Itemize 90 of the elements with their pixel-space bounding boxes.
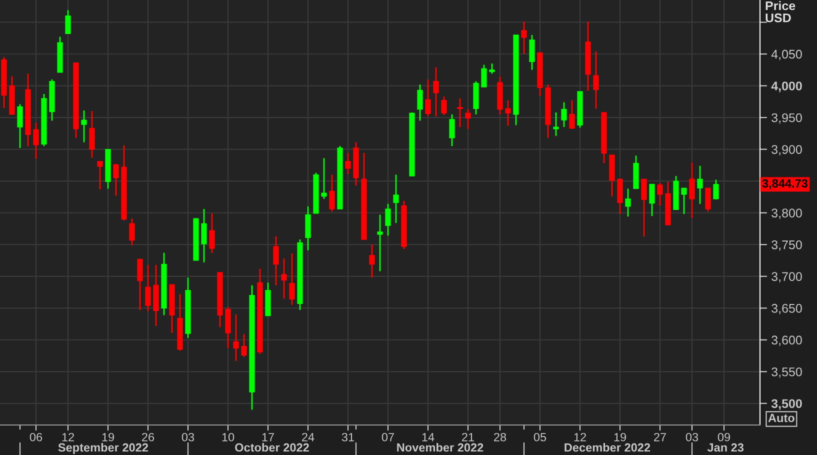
candlestick (385, 203, 391, 236)
candlestick (281, 258, 287, 300)
y-tick-label: 3,800 (772, 208, 802, 219)
text: December 2022 (564, 442, 650, 452)
x-tick-label: 19 (614, 432, 626, 442)
x-tick-label: 12 (62, 432, 74, 442)
candlestick (617, 178, 623, 215)
y-tick-label: 4,050 (771, 50, 802, 60)
candlestick (465, 108, 471, 130)
candlestick (145, 264, 151, 312)
candlestick (521, 20, 527, 55)
y-tick-label: 3,550 (772, 367, 802, 378)
x-tick-label: 28 (494, 432, 506, 442)
candlestick (241, 333, 247, 358)
candlestick (593, 50, 599, 110)
y-tick-label: 3,900 (772, 145, 802, 156)
y-tick-label: 3,700 (772, 272, 802, 282)
candlestick (89, 110, 95, 158)
x-tick-label: 06 (30, 432, 42, 442)
candlestick (17, 103, 23, 149)
y-tick-label: 3,650 (772, 304, 802, 314)
x-tick-label: 14 (422, 433, 434, 442)
candlestick (289, 252, 295, 306)
y-tick-label: 4,000 (771, 82, 802, 92)
candlestick (457, 98, 463, 128)
candlestick (649, 184, 655, 217)
candlestick (201, 208, 207, 264)
y-tick-label: 3,950 (772, 113, 802, 124)
x-tick-label: 17 (262, 433, 274, 442)
candlestick (113, 163, 119, 196)
candlestick (369, 244, 375, 278)
candlestick (225, 306, 231, 349)
x-tick-label: 27 (654, 432, 666, 442)
candlestick (329, 174, 335, 212)
x-tick-label: 26 (142, 432, 154, 442)
text: September 2022 (58, 442, 148, 454)
x-tick-label: 12 (574, 432, 586, 442)
candlestick (441, 96, 447, 116)
candlestick (561, 102, 567, 128)
candlestick (481, 64, 487, 88)
candlestick (33, 122, 39, 160)
y-axis-title: Price USD (766, 1, 796, 22)
candlestick (65, 9, 71, 34)
x-tick-label: 21 (462, 432, 474, 442)
text: Jan 23 (707, 443, 744, 452)
candlestick (305, 206, 311, 251)
candlestick (345, 152, 351, 175)
candlestick (681, 187, 687, 215)
x-tick-label: 03 (686, 432, 698, 442)
x-tick-label: 07 (382, 432, 394, 442)
candlestick (209, 212, 215, 254)
text: November 2022 (397, 442, 484, 452)
candlestick (553, 112, 559, 137)
candlestick (425, 78, 431, 117)
y-tick-label: 3,500 (771, 399, 802, 410)
text: October 2022 (235, 442, 309, 452)
candlestick (393, 174, 399, 224)
candlestick (705, 187, 711, 212)
candlestick (137, 258, 143, 311)
x-tick-label: 05 (534, 432, 546, 442)
candlestick (433, 66, 439, 117)
candlestick (273, 236, 279, 286)
x-tick-label: 31 (342, 432, 354, 442)
candlestick (417, 84, 423, 122)
x-tick-label: 03 (182, 432, 194, 442)
candlestick (657, 182, 663, 207)
candlestick (569, 100, 575, 130)
candlestick (97, 160, 103, 190)
x-tick-label: 24 (302, 432, 314, 442)
candlestick (529, 34, 535, 71)
candlestick (697, 165, 703, 205)
x-tick-label: 19 (102, 432, 114, 442)
candlestick (81, 110, 87, 143)
candlestick (641, 178, 647, 238)
candlestick (449, 114, 455, 147)
text: Auto (768, 414, 794, 422)
x-tick-label: 10 (222, 432, 234, 442)
candlestick (233, 314, 239, 362)
y-tick-label: 3,750 (772, 240, 802, 251)
y-tick-label: 3,600 (772, 336, 802, 346)
candlestick (625, 188, 631, 218)
candlestick (505, 100, 511, 126)
candlestick (489, 62, 495, 74)
candlestick (129, 218, 135, 246)
text: 3,844.73 (762, 179, 808, 190)
candlestick (377, 214, 383, 272)
candlestick (321, 157, 327, 200)
candlestick (689, 162, 695, 219)
candlestick (713, 179, 719, 200)
x-tick-label: 09 (718, 432, 730, 442)
